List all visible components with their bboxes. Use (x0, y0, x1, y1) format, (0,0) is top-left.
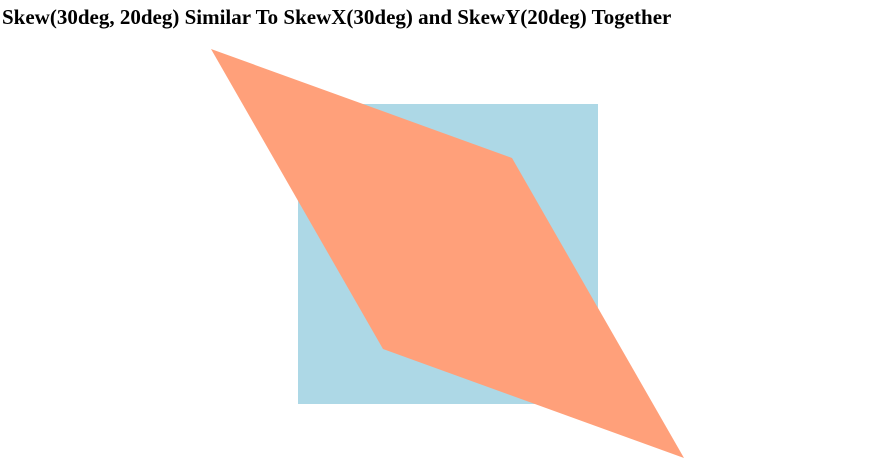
skewed-shape (211, 49, 684, 458)
page-title: Skew(30deg, 20deg) Similar To SkewX(30de… (2, 5, 672, 29)
